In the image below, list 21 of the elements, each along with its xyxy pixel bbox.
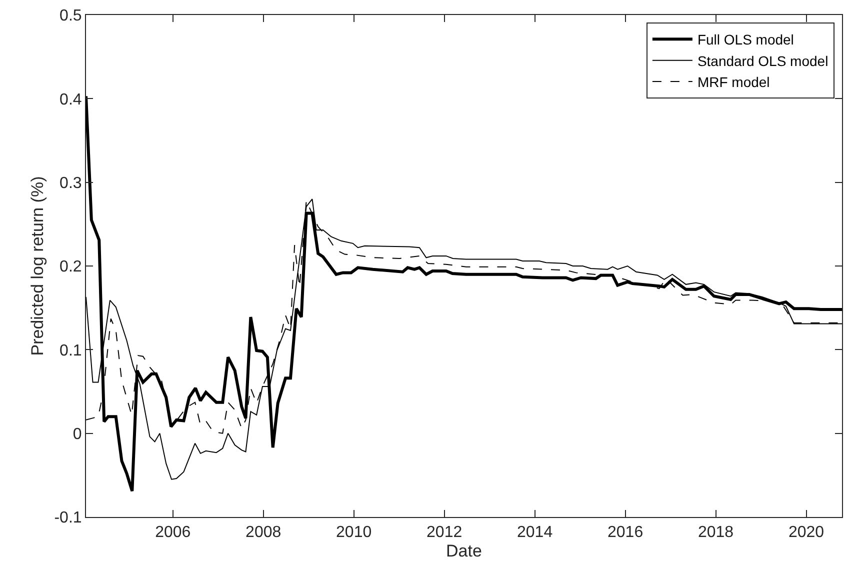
y-tick-label: -0.1 xyxy=(54,510,82,527)
x-tick-label: 2016 xyxy=(607,524,644,542)
x-tick-label: 2012 xyxy=(426,524,462,542)
legend-label: MRF model xyxy=(697,74,770,90)
y-tick-label: 0.1 xyxy=(60,342,82,360)
y-tick-label: 0.2 xyxy=(60,258,82,276)
x-tick-label: 2010 xyxy=(336,524,372,542)
y-tick-label: 0.4 xyxy=(60,91,82,108)
line-series xyxy=(86,94,842,493)
y-tick-label: 0.3 xyxy=(60,174,82,192)
x-tick-label: 2008 xyxy=(246,524,282,542)
x-tick-label: 2014 xyxy=(517,524,553,542)
legend-label: Full OLS model xyxy=(697,32,794,48)
x-tick-label: 2020 xyxy=(788,524,824,542)
legend-label: Standard OLS model xyxy=(697,52,828,69)
y-tick-label: 0 xyxy=(72,426,82,443)
x-tick-label: 2018 xyxy=(698,524,734,542)
x-axis-title: Date xyxy=(446,542,482,561)
x-tick-label: 2006 xyxy=(155,524,191,542)
y-tick-label: 0.5 xyxy=(60,8,82,25)
y-axis-title: Predicted log return (%) xyxy=(28,176,47,356)
